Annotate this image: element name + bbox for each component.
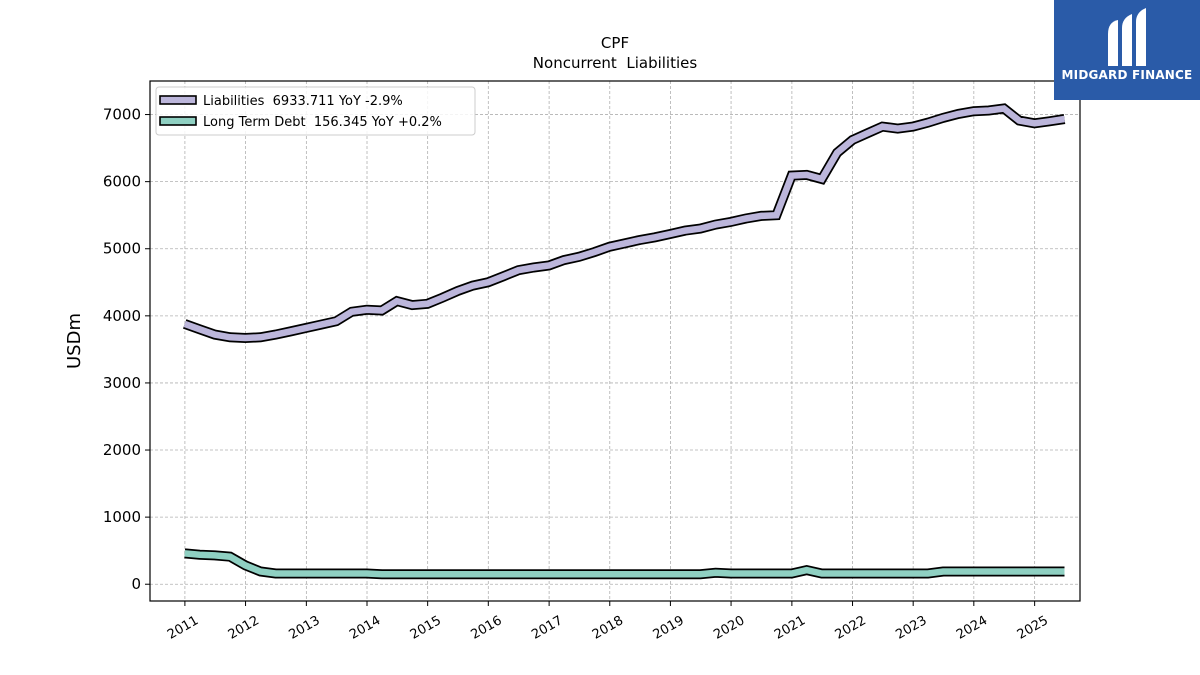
legend-swatch-1 — [159, 116, 197, 126]
brand-name: MIDGARD FINANCE — [1061, 68, 1193, 82]
legend-label-1: Long Term Debt 156.345 YoY +0.2% — [203, 115, 442, 130]
x-tick-label: 2018 — [590, 613, 626, 643]
x-tick-label: 2016 — [468, 613, 504, 643]
logo-mark-icon — [1108, 8, 1146, 66]
x-tick-label: 2022 — [833, 613, 869, 643]
x-tick-label: 2019 — [651, 613, 687, 643]
chart-subtitle: Noncurrent Liabilities — [533, 54, 698, 72]
series-layer — [183, 103, 1066, 580]
y-tick-label: 2000 — [103, 441, 141, 459]
series-line-0 — [183, 105, 1065, 342]
x-tick-label: 2014 — [347, 613, 383, 643]
x-tick-label: 2012 — [226, 613, 262, 643]
y-axis-label: USDm — [64, 313, 85, 369]
y-tick-label: 7000 — [103, 106, 141, 124]
y-tick-label: 5000 — [103, 240, 141, 258]
legend-label-0: Liabilities 6933.711 YoY -2.9% — [203, 94, 403, 109]
chart-title: CPF — [601, 34, 629, 52]
x-axis: 2011 2012 2013 2014 2015 2016 2017 2018 2019 2020… — [165, 601, 1051, 643]
x-tick-label: 2017 — [529, 613, 565, 643]
legend-frame — [155, 86, 476, 136]
legend: Liabilities 6933.711 YoY -2.9% Long Term … — [155, 86, 476, 136]
grid — [150, 81, 1080, 601]
y-tick-label: 1000 — [103, 508, 141, 526]
x-tick-label: 2024 — [954, 613, 990, 643]
x-tick-label: 2021 — [772, 613, 808, 643]
y-tick-label: 0 — [131, 575, 141, 593]
x-tick-label: 2013 — [287, 613, 323, 643]
x-tick-label: 2025 — [1015, 613, 1051, 643]
y-tick-label: 4000 — [103, 307, 141, 325]
brand-logo: MIDGARD FINANCE — [1054, 0, 1200, 100]
y-tick-label: 6000 — [103, 173, 141, 191]
series-line-1 — [184, 550, 1065, 578]
y-axis: 0 1000 2000 3000 4000 5000 6000 7000 — [103, 106, 150, 593]
legend-swatch-0 — [159, 95, 197, 105]
series-line-outline-0 — [183, 103, 1066, 344]
y-tick-label: 3000 — [103, 374, 141, 392]
x-tick-label: 2011 — [165, 613, 201, 643]
x-tick-label: 2015 — [408, 613, 444, 643]
x-tick-label: 2023 — [893, 613, 929, 643]
plot-frame — [149, 80, 1081, 602]
x-tick-label: 2020 — [711, 613, 747, 643]
